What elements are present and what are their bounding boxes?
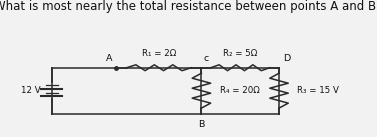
Text: D: D [283,54,290,63]
Text: What is most nearly the total resistance between points A and B?: What is most nearly the total resistance… [0,0,377,13]
Text: R₃ = 15 V: R₃ = 15 V [297,86,339,95]
Text: R₄ = 20Ω: R₄ = 20Ω [220,86,260,95]
Text: 12 V: 12 V [21,86,41,95]
Text: c: c [203,54,208,63]
Text: R₂ = 5Ω: R₂ = 5Ω [223,49,257,58]
Text: B: B [198,120,205,129]
Text: A: A [106,54,112,63]
Text: R₁ = 2Ω: R₁ = 2Ω [142,49,176,58]
